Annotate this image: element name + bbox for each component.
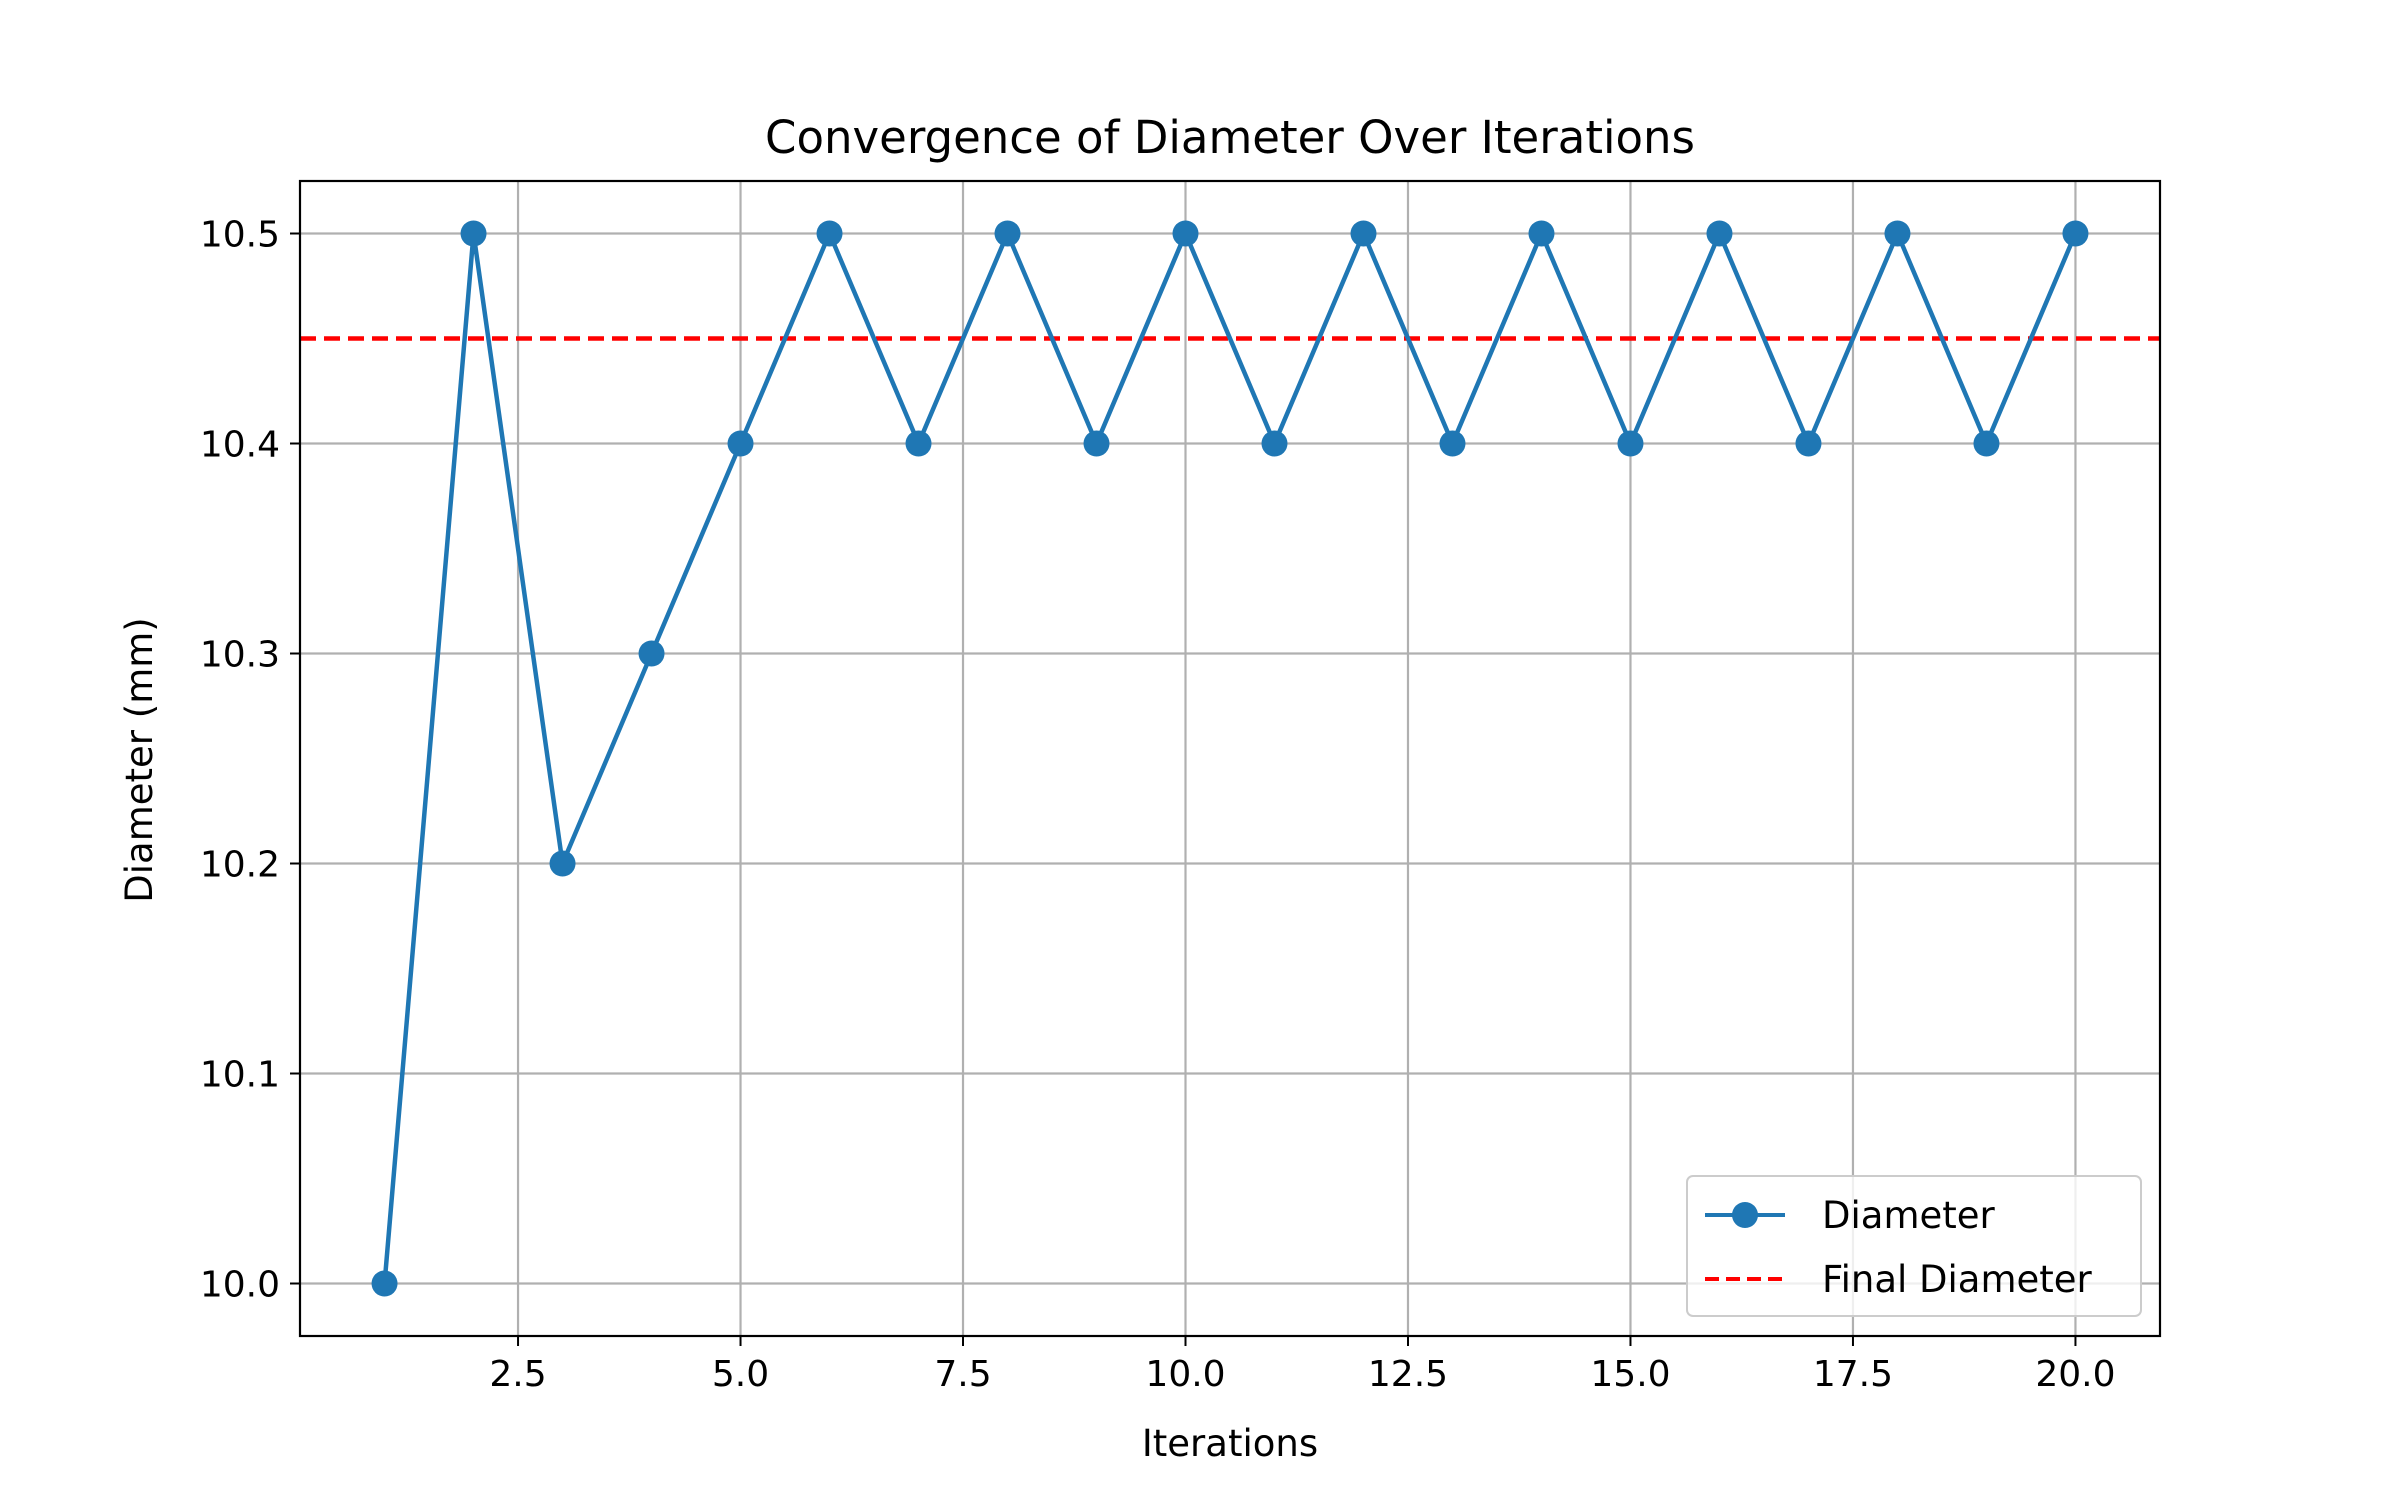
- plot-frame: [298, 179, 2162, 1338]
- diameter-data-point: [371, 1270, 398, 1297]
- diameter-data-point: [1884, 220, 1911, 247]
- diameter-series-line: [382, 231, 2078, 1284]
- diameter-data-point: [460, 220, 487, 247]
- diameter-data-point: [994, 220, 1021, 247]
- x-axis-ticks: 2.5 5.0 7.5 10.0 12.5 15.0 17.5 20.0: [489, 1336, 2116, 1395]
- legend-frame: [1686, 1175, 2142, 1317]
- grid: [300, 181, 2160, 1336]
- y-tick-label: 10.1: [200, 1055, 280, 1096]
- diameter-data-point: [2062, 220, 2089, 247]
- y-tick-label: 10.4: [200, 425, 280, 466]
- legend-diameter-marker: [1732, 1202, 1758, 1228]
- x-tick-label: 20.0: [2035, 1354, 2115, 1395]
- diameter-data-point: [1439, 430, 1466, 457]
- x-tick-label: 12.5: [1368, 1354, 1448, 1395]
- diameter-data-point: [1261, 430, 1288, 457]
- diameter-data-point: [1528, 220, 1555, 247]
- x-tick-label: 2.5: [489, 1354, 546, 1395]
- diameter-data-point: [1172, 220, 1199, 247]
- legend: Diameter Final Diameter: [1686, 1175, 2142, 1317]
- diameter-data-point: [549, 850, 576, 877]
- x-axis-label: Iterations: [1142, 1422, 1318, 1465]
- diameter-data-point: [1795, 430, 1822, 457]
- legend-label-diameter: Diameter: [1822, 1194, 1996, 1237]
- x-tick-label: 7.5: [934, 1354, 991, 1395]
- diameter-data-point: [1617, 430, 1644, 457]
- diameter-data-point: [1973, 430, 2000, 457]
- diameter-data-point: [638, 640, 665, 667]
- chart-title: Convergence of Diameter Over Iterations: [765, 111, 1695, 164]
- diameter-data-point: [1706, 220, 1733, 247]
- y-tick-label: 10.3: [200, 635, 280, 676]
- diameter-data-point: [1350, 220, 1377, 247]
- series: [371, 220, 2089, 1297]
- x-tick-label: 17.5: [1813, 1354, 1893, 1395]
- diameter-data-point: [905, 430, 932, 457]
- y-tick-label: 10.2: [200, 845, 280, 886]
- y-tick-label: 10.0: [200, 1265, 280, 1306]
- diameter-data-point: [1083, 430, 1110, 457]
- legend-label-final-diameter: Final Diameter: [1822, 1258, 2093, 1301]
- diameter-data-point: [727, 430, 754, 457]
- x-tick-label: 15.0: [1590, 1354, 1670, 1395]
- diameter-data-point: [816, 220, 843, 247]
- x-tick-label: 5.0: [712, 1354, 769, 1395]
- x-tick-label: 10.0: [1145, 1354, 1225, 1395]
- y-tick-label: 10.5: [200, 215, 280, 256]
- y-axis-label: Diameter (mm): [118, 617, 161, 902]
- y-axis-ticks: 10.0 10.1 10.2 10.3 10.4 10.5: [200, 215, 300, 1306]
